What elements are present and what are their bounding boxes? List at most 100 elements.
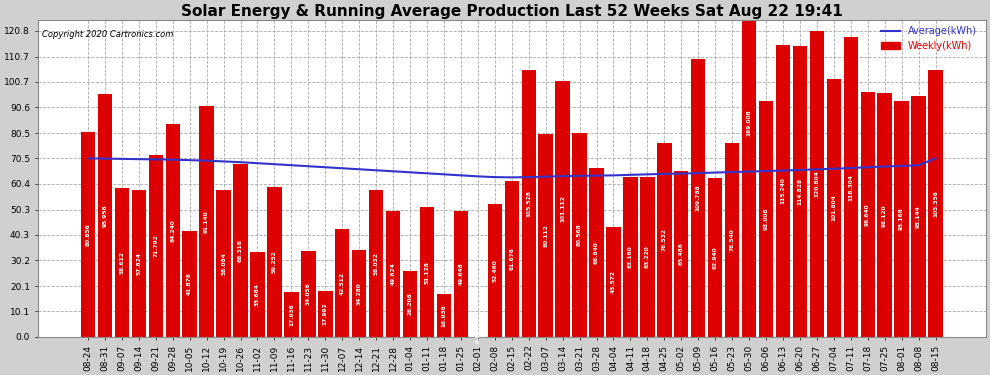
Bar — [165, 124, 180, 337]
Bar — [877, 93, 892, 337]
Text: 34.056: 34.056 — [306, 282, 311, 305]
Bar — [793, 46, 807, 337]
Text: 17.992: 17.992 — [323, 303, 328, 326]
Bar — [335, 229, 349, 337]
Text: 42.512: 42.512 — [340, 272, 345, 294]
Bar — [132, 190, 147, 337]
Text: 115.240: 115.240 — [780, 177, 785, 204]
Text: 26.208: 26.208 — [408, 292, 413, 315]
Text: 71.792: 71.792 — [153, 235, 158, 257]
Bar — [250, 252, 264, 337]
Text: 93.008: 93.008 — [763, 208, 768, 230]
Bar — [539, 134, 552, 337]
Bar — [234, 164, 248, 337]
Bar — [369, 190, 383, 337]
Bar — [403, 270, 417, 337]
Bar — [606, 226, 621, 337]
Bar — [148, 155, 163, 337]
Bar — [420, 207, 435, 337]
Bar — [453, 211, 468, 337]
Text: 105.356: 105.356 — [933, 190, 939, 217]
Bar — [624, 177, 638, 337]
Text: 63.160: 63.160 — [628, 246, 633, 268]
Text: 96.640: 96.640 — [865, 203, 870, 226]
Text: 51.128: 51.128 — [425, 261, 430, 284]
Text: 43.572: 43.572 — [611, 270, 616, 293]
Text: 68.316: 68.316 — [238, 239, 243, 262]
Bar — [641, 177, 654, 337]
Bar — [301, 251, 316, 337]
Legend: Average(kWh), Weekly(kWh): Average(kWh), Weekly(kWh) — [877, 22, 981, 55]
Text: 49.624: 49.624 — [391, 263, 396, 285]
Bar — [267, 187, 281, 337]
Text: 59.252: 59.252 — [272, 251, 277, 273]
Bar — [217, 190, 231, 337]
Text: 95.956: 95.956 — [102, 204, 108, 227]
Bar — [182, 231, 197, 337]
Bar — [572, 133, 587, 337]
Text: 62.940: 62.940 — [713, 246, 718, 268]
Text: 118.304: 118.304 — [848, 174, 853, 201]
Bar — [742, 0, 756, 337]
Bar — [708, 177, 723, 337]
Bar — [912, 96, 926, 337]
Bar — [758, 101, 773, 337]
Text: Copyright 2020 Cartronics.com: Copyright 2020 Cartronics.com — [43, 30, 174, 39]
Bar — [860, 92, 875, 337]
Text: 33.684: 33.684 — [255, 283, 260, 306]
Text: 58.032: 58.032 — [373, 252, 378, 275]
Text: 80.112: 80.112 — [544, 224, 548, 247]
Text: 61.676: 61.676 — [509, 248, 514, 270]
Bar — [776, 45, 790, 337]
Bar — [691, 59, 706, 337]
Text: 34.280: 34.280 — [356, 282, 361, 305]
Bar — [199, 106, 214, 337]
Text: 17.936: 17.936 — [289, 303, 294, 326]
Bar — [929, 70, 942, 337]
Text: 109.788: 109.788 — [696, 184, 701, 211]
Bar — [115, 189, 129, 337]
Bar — [843, 37, 858, 337]
Text: 84.240: 84.240 — [170, 219, 175, 242]
Text: 57.824: 57.824 — [137, 252, 142, 275]
Text: 65.486: 65.486 — [679, 243, 684, 266]
Text: 120.804: 120.804 — [815, 171, 820, 197]
Bar — [488, 204, 502, 337]
Text: 105.528: 105.528 — [527, 190, 532, 217]
Text: 101.804: 101.804 — [832, 195, 837, 221]
Bar — [589, 168, 604, 337]
Text: 41.876: 41.876 — [187, 273, 192, 296]
Bar — [657, 143, 671, 337]
Title: Solar Energy & Running Average Production Last 52 Weeks Sat Aug 22 19:41: Solar Energy & Running Average Productio… — [181, 4, 842, 19]
Text: 114.828: 114.828 — [797, 178, 803, 205]
Text: 49.648: 49.648 — [458, 263, 463, 285]
Text: 169.008: 169.008 — [746, 110, 751, 136]
Bar — [81, 132, 95, 337]
Bar — [725, 143, 740, 337]
Bar — [437, 294, 451, 337]
Bar — [284, 291, 299, 337]
Text: 76.540: 76.540 — [730, 229, 735, 251]
Text: 101.112: 101.112 — [560, 195, 565, 222]
Bar — [505, 181, 519, 337]
Bar — [98, 94, 112, 337]
Text: 58.084: 58.084 — [221, 252, 226, 275]
Text: 16.936: 16.936 — [442, 304, 446, 327]
Text: 96.120: 96.120 — [882, 204, 887, 226]
Bar — [352, 250, 366, 337]
Bar — [894, 101, 909, 337]
Text: 80.568: 80.568 — [577, 224, 582, 246]
Text: 0.096: 0.096 — [475, 325, 480, 344]
Bar — [555, 81, 570, 337]
Bar — [522, 70, 536, 337]
Bar — [810, 31, 824, 337]
Bar — [827, 79, 842, 337]
Text: 52.460: 52.460 — [492, 259, 497, 282]
Text: 63.220: 63.220 — [644, 246, 649, 268]
Bar — [674, 171, 688, 337]
Text: 95.144: 95.144 — [916, 205, 921, 228]
Text: 80.856: 80.856 — [85, 223, 90, 246]
Text: 58.612: 58.612 — [120, 251, 125, 274]
Bar — [318, 291, 333, 337]
Text: 76.532: 76.532 — [662, 229, 667, 252]
